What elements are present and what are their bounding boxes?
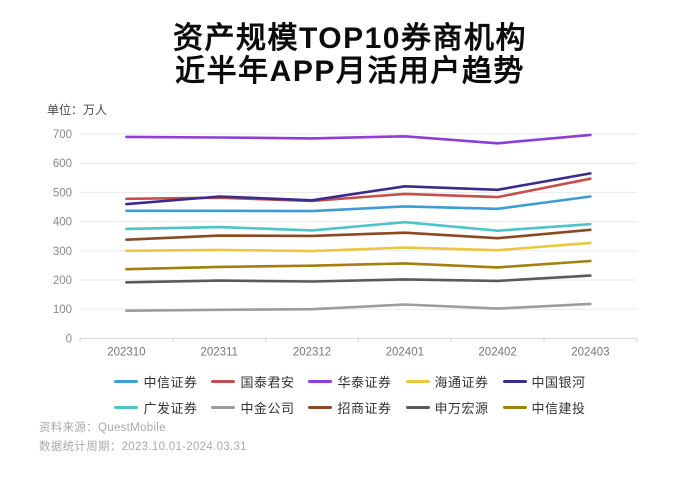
y-axis-unit-label: 单位：万人 — [47, 103, 108, 117]
legend-swatch-icon — [502, 406, 527, 409]
legend-label: 华泰证券 — [337, 375, 392, 390]
legend-row-2: 广发证券 中金公司 招商证券 申万宏源 中信建投 — [0, 398, 700, 417]
x-tick-label-202311: 202311 — [200, 346, 238, 358]
x-tick-label-202310: 202310 — [107, 346, 145, 358]
x-tick-label-202312: 202312 — [293, 346, 331, 358]
chart-title: 资产规模TOP10券商机构 近半年APP月活用户趋势 — [0, 22, 700, 88]
chart-title-line1: 资产规模TOP10券商机构 — [173, 22, 527, 55]
y-tick-label-0: 0 — [66, 333, 72, 345]
legend-swatch-icon — [211, 406, 236, 409]
series-line-招商证券 — [125, 228, 592, 241]
x-tick-label-202401: 202401 — [386, 346, 424, 358]
y-tick-label-200: 200 — [53, 275, 72, 287]
series-line-广发证券 — [125, 220, 592, 232]
data-period-label: 数据统计周期：2023.10.01-2024.03.31 — [39, 441, 247, 453]
legend-row-1: 中信证券 国泰君安 华泰证券 海通证券 中国银河 — [0, 372, 700, 391]
legend-swatch-icon — [405, 406, 430, 409]
y-tick-label-700: 700 — [53, 129, 72, 141]
series-line-华泰证券 — [125, 133, 592, 145]
legend-label: 招商证券 — [337, 401, 392, 416]
legend-item-广发证券: 广发证券 — [114, 398, 197, 417]
legend-swatch-icon — [502, 380, 527, 383]
y-tick-label-300: 300 — [53, 246, 72, 258]
series-line-中信证券 — [125, 195, 592, 213]
chart-title-line2: 近半年APP月活用户趋势 — [175, 55, 525, 88]
data-source-label: 资料来源：QuestMobile — [39, 422, 166, 434]
legend-label: 中金公司 — [240, 401, 295, 416]
legend-label: 申万宏源 — [434, 401, 489, 416]
series-line-中信建投 — [125, 259, 592, 271]
legend-swatch-icon — [114, 406, 139, 409]
series-line-申万宏源 — [125, 274, 592, 284]
legend-label: 中信建投 — [531, 401, 586, 416]
footer: 资料来源：QuestMobile 数据统计周期：2023.10.01-2024.… — [39, 419, 247, 457]
y-tick-label-600: 600 — [53, 158, 72, 170]
series-line-中金公司 — [125, 302, 592, 312]
legend-item-中信证券: 中信证券 — [114, 372, 197, 391]
series-line-中国银河 — [125, 172, 592, 206]
legend-swatch-icon — [211, 380, 236, 383]
y-tick-label-100: 100 — [53, 304, 72, 316]
legend-item-华泰证券: 华泰证券 — [308, 372, 391, 391]
x-tick-label-202402: 202402 — [478, 346, 516, 358]
legend-swatch-icon — [405, 380, 430, 383]
legend-swatch-icon — [308, 406, 333, 409]
y-tick-label-500: 500 — [53, 187, 72, 199]
legend-item-国泰君安: 国泰君安 — [211, 372, 294, 391]
legend-item-招商证券: 招商证券 — [308, 398, 391, 417]
chart-legend: 中信证券 国泰君安 华泰证券 海通证券 中国银河广发证券 中金公司 招商证券 申万宏源 中信建投 — [0, 372, 700, 424]
y-tick-label-400: 400 — [53, 217, 72, 229]
x-tick-label-202403: 202403 — [571, 346, 609, 358]
legend-item-申万宏源: 申万宏源 — [405, 398, 489, 417]
legend-item-中信建投: 中信建投 — [502, 398, 586, 417]
legend-item-中金公司: 中金公司 — [211, 398, 294, 417]
series-line-海通证券 — [125, 241, 592, 253]
legend-swatch-icon — [114, 380, 139, 383]
line-chart: 0 100 200 300 400 500 600 700 202310 202311 202312… — [53, 129, 638, 358]
legend-label: 中信证券 — [143, 375, 198, 390]
legend-label: 国泰君安 — [240, 375, 295, 390]
legend-label: 中国银河 — [531, 375, 586, 390]
legend-label: 海通证券 — [434, 375, 489, 390]
legend-item-中国银河: 中国银河 — [502, 372, 586, 391]
legend-item-海通证券: 海通证券 — [405, 372, 489, 391]
legend-label: 广发证券 — [143, 401, 198, 416]
legend-swatch-icon — [308, 380, 333, 383]
